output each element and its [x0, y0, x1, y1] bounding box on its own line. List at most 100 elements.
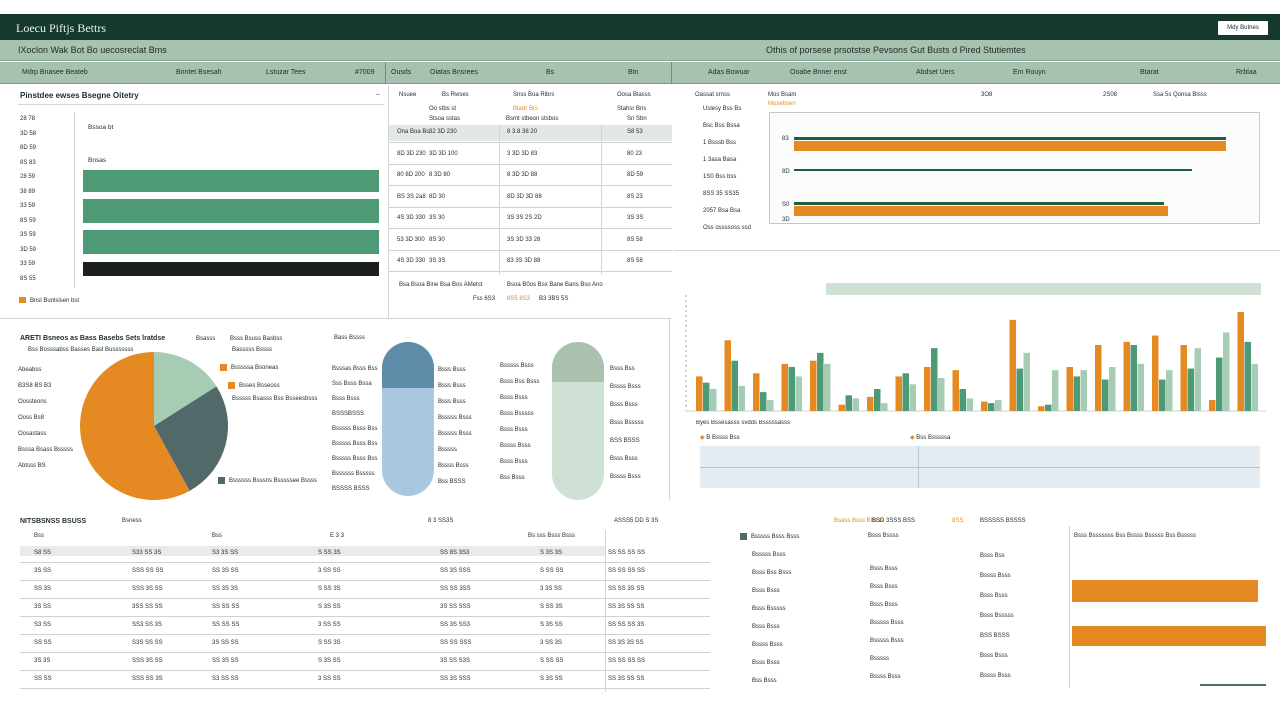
panel1-left-values: 28 78 3D 58 8D 59 8S 83 28 59 38 89 33 59 8S 59… [20, 112, 72, 286]
bar[interactable] [1038, 406, 1045, 411]
bar[interactable] [852, 398, 860, 411]
bar[interactable] [952, 370, 960, 411]
pill-gauge[interactable] [552, 342, 604, 500]
bar[interactable] [1123, 341, 1131, 411]
panel1-bar[interactable] [83, 170, 379, 192]
bar[interactable] [959, 389, 967, 411]
col-header[interactable]: Adas Bowuar [708, 69, 750, 76]
app-title: Loecu Piftjs Bettrs [16, 21, 106, 35]
bar[interactable] [781, 363, 789, 411]
bar[interactable] [1137, 363, 1145, 411]
bar[interactable] [731, 360, 739, 411]
bar[interactable] [1244, 341, 1252, 411]
bar[interactable] [995, 400, 1002, 411]
bar[interactable] [710, 389, 717, 411]
p3-bar[interactable] [794, 141, 1226, 151]
bar[interactable] [966, 398, 974, 411]
bar[interactable] [1066, 367, 1074, 411]
bar[interactable] [895, 376, 903, 411]
bar[interactable] [724, 340, 732, 411]
table-cell: S 3S SS [318, 658, 341, 664]
bar[interactable] [909, 384, 917, 411]
col-header[interactable]: Oiatas Bnsrees [430, 69, 478, 76]
col-header[interactable]: Abdset Uers [916, 69, 955, 76]
bar[interactable] [938, 378, 945, 411]
pie-slice[interactable] [80, 352, 190, 500]
bar[interactable] [1216, 357, 1223, 411]
bar[interactable] [1095, 345, 1102, 411]
bar[interactable] [824, 363, 831, 411]
panel1-bar[interactable] [83, 230, 379, 254]
window-button[interactable]: Mdy Butnes [1218, 21, 1268, 35]
pie-slice[interactable] [154, 386, 229, 491]
bar[interactable] [1016, 368, 1024, 411]
panel1-bar[interactable] [83, 262, 379, 276]
bar[interactable] [760, 392, 767, 411]
col-header[interactable]: Ooabe Bnner enst [790, 69, 847, 76]
subtitle-right: Othis of porsese prsotstse Pevsons Gut B… [766, 45, 1026, 55]
play-icon[interactable] [19, 297, 26, 303]
bar[interactable] [810, 360, 817, 411]
bar[interactable] [845, 395, 853, 411]
bar[interactable] [981, 401, 988, 411]
bar[interactable] [988, 403, 995, 411]
bar[interactable] [931, 348, 938, 411]
panel1-left-value: 8S 55 [20, 275, 36, 282]
bar[interactable] [788, 367, 796, 411]
bar[interactable] [767, 400, 774, 411]
br-col-label: Bsss Bsss [752, 588, 780, 594]
bar[interactable] [1166, 370, 1173, 411]
p3-bar[interactable] [794, 206, 1168, 216]
bar[interactable] [817, 352, 824, 411]
divider [0, 318, 671, 319]
col-header[interactable]: Bs [546, 69, 555, 76]
col-header[interactable]: Ousds [391, 69, 412, 76]
bar[interactable] [1052, 370, 1059, 411]
bar[interactable] [924, 367, 931, 411]
bar[interactable] [1109, 367, 1116, 411]
col-header[interactable]: Lstuzar Tees [266, 69, 306, 76]
bar[interactable] [1209, 400, 1216, 411]
pie-slice[interactable] [154, 352, 217, 426]
bar[interactable] [738, 385, 746, 411]
bar[interactable] [1045, 404, 1052, 411]
bar[interactable] [1237, 312, 1245, 411]
bar[interactable] [1130, 345, 1138, 411]
bar[interactable] [1073, 376, 1081, 411]
bar[interactable] [874, 389, 881, 411]
bar[interactable] [1194, 348, 1202, 411]
bar[interactable] [1223, 332, 1230, 411]
bar[interactable] [881, 403, 888, 411]
bar[interactable] [696, 376, 703, 411]
col-header[interactable]: Btarat [1140, 69, 1159, 76]
bar[interactable] [1009, 319, 1017, 411]
bar[interactable] [1159, 379, 1166, 411]
col-header[interactable]: #7009 [355, 69, 375, 76]
br-bar[interactable] [1072, 626, 1266, 646]
minimize-icon[interactable]: – [376, 91, 380, 98]
panel1-bar[interactable] [83, 199, 379, 223]
bar[interactable] [902, 373, 910, 411]
bar[interactable] [703, 382, 710, 411]
col-header[interactable]: Em Rouyn [1013, 69, 1046, 76]
col-header[interactable]: Rrblaa [1236, 69, 1257, 76]
col-header[interactable]: Bnntet Bsesah [176, 69, 222, 76]
bar[interactable] [753, 373, 760, 411]
br-bar[interactable] [1072, 580, 1258, 602]
bar[interactable] [795, 376, 803, 411]
col-header[interactable]: Btn [628, 69, 639, 76]
bar[interactable] [1152, 335, 1159, 411]
bar[interactable] [1102, 379, 1109, 411]
table-cell: SS 3S SS3 [440, 622, 471, 628]
legend-label: Bssssss Bsssns Bsssssee Bssss [229, 478, 318, 485]
col-header[interactable]: Mdrp Bnasee Beateb [22, 69, 88, 76]
bar[interactable] [1023, 352, 1031, 411]
bar[interactable] [1180, 345, 1188, 411]
pill-left-label: BSSSS BSSS [332, 486, 370, 492]
bar[interactable] [838, 404, 846, 411]
bar[interactable] [1251, 363, 1259, 411]
bar[interactable] [1080, 370, 1088, 411]
bar[interactable] [867, 396, 874, 411]
pill-gauge[interactable] [382, 342, 434, 496]
bar[interactable] [1187, 368, 1195, 411]
